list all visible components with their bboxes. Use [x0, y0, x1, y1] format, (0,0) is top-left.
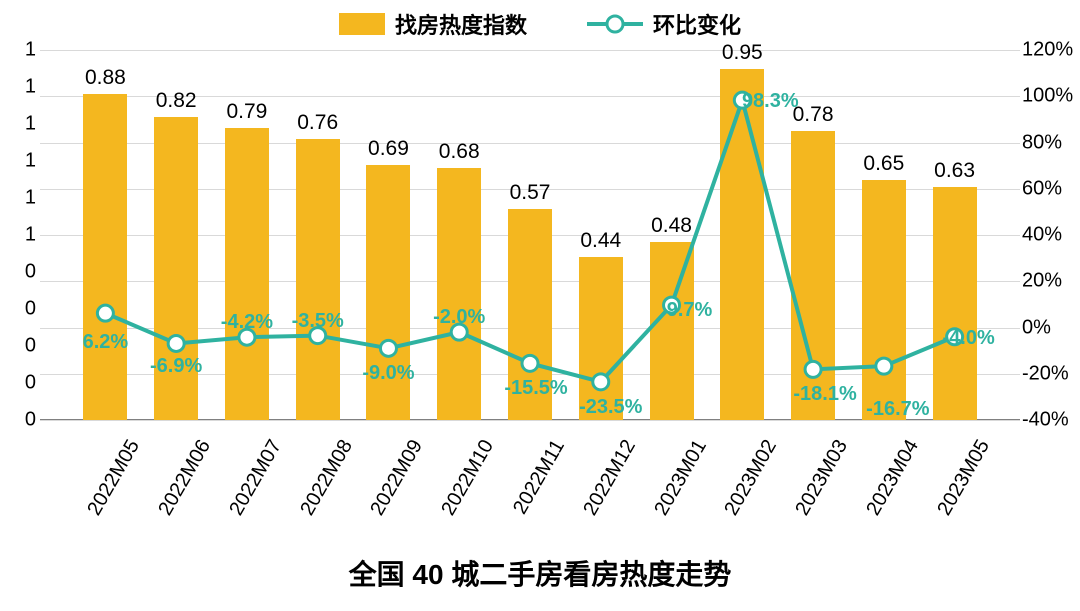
y-left-tick: 1 — [25, 113, 36, 136]
pct-label: -4.2% — [221, 311, 273, 334]
pct-label: 9.7% — [667, 299, 713, 322]
x-tick-label: 2022M05 — [65, 436, 145, 551]
y-left-tick: 0 — [25, 261, 36, 284]
pct-label: -6.9% — [150, 355, 202, 378]
x-tick-label: 2022M10 — [419, 436, 499, 551]
pct-label: -15.5% — [504, 377, 567, 400]
pct-label: -23.5% — [579, 396, 642, 419]
legend-line-swatch — [587, 13, 643, 35]
y-axis-left: 00000111111 — [10, 50, 36, 420]
pct-label: 6.2% — [83, 331, 129, 354]
x-tick-label: 2022M08 — [278, 436, 358, 551]
y-right-tick: -40% — [1022, 409, 1069, 432]
y-left-tick: 1 — [25, 76, 36, 99]
y-left-tick: 0 — [25, 335, 36, 358]
y-left-tick: 0 — [25, 372, 36, 395]
x-tick-label: 2022M06 — [136, 436, 216, 551]
x-tick-label: 2023M02 — [702, 436, 782, 551]
pct-labels-group: 6.2% -6.9% -4.2% -3.5% -9.0% -2.0% -15.5% -23.5… — [70, 50, 990, 420]
legend-item-bar: 找房热度指数 — [339, 8, 527, 40]
chart-title: 全国 40 城二手房看房热度走势 — [0, 553, 1080, 593]
plot-area: 00000111111 -40%-20%0%20%40%60%80%100%12… — [40, 50, 1020, 420]
chart-container: 找房热度指数 环比变化 00000111111 -40%-20%0%20%40%… — [0, 0, 1080, 611]
y-right-tick: -20% — [1022, 362, 1069, 385]
y-right-tick: 40% — [1022, 224, 1062, 247]
y-right-tick: 80% — [1022, 131, 1062, 154]
y-axis-right: -40%-20%0%20%40%60%80%100%120% — [1022, 50, 1076, 420]
legend-line-label: 环比变化 — [653, 8, 741, 40]
y-right-tick: 60% — [1022, 177, 1062, 200]
y-right-tick: 20% — [1022, 270, 1062, 293]
x-axis-labels: 2022M052022M062022M072022M082022M092022M… — [70, 430, 990, 550]
y-left-tick: 0 — [25, 409, 36, 432]
y-left-tick: 1 — [25, 39, 36, 62]
y-right-tick: 100% — [1022, 85, 1073, 108]
pct-label: -18.1% — [793, 383, 856, 406]
x-tick-label: 2022M11 — [490, 436, 570, 551]
pct-label: 98.3% — [742, 90, 799, 113]
legend-item-line: 环比变化 — [587, 8, 741, 40]
x-tick-label: 2023M04 — [844, 436, 924, 551]
x-tick-label: 2023M01 — [632, 436, 712, 551]
pct-label: -9.0% — [362, 362, 414, 385]
y-right-tick: 120% — [1022, 39, 1073, 62]
x-tick-label: 2023M05 — [915, 436, 995, 551]
y-left-tick: 0 — [25, 298, 36, 321]
y-left-tick: 1 — [25, 187, 36, 210]
x-tick-label: 2022M07 — [207, 436, 287, 551]
pct-label: -3.5% — [292, 310, 344, 333]
legend-bar-swatch — [339, 13, 385, 35]
pct-label: -4.0% — [942, 327, 994, 350]
y-left-tick: 1 — [25, 224, 36, 247]
x-tick-label: 2022M09 — [348, 436, 428, 551]
legend-bar-label: 找房热度指数 — [395, 8, 527, 40]
pct-label: -2.0% — [433, 306, 485, 329]
pct-label: -16.7% — [866, 398, 929, 421]
y-right-tick: 0% — [1022, 316, 1051, 339]
y-left-tick: 1 — [25, 150, 36, 173]
x-tick-label: 2022M12 — [561, 436, 641, 551]
x-tick-label: 2023M03 — [773, 436, 853, 551]
legend: 找房热度指数 环比变化 — [0, 8, 1080, 40]
